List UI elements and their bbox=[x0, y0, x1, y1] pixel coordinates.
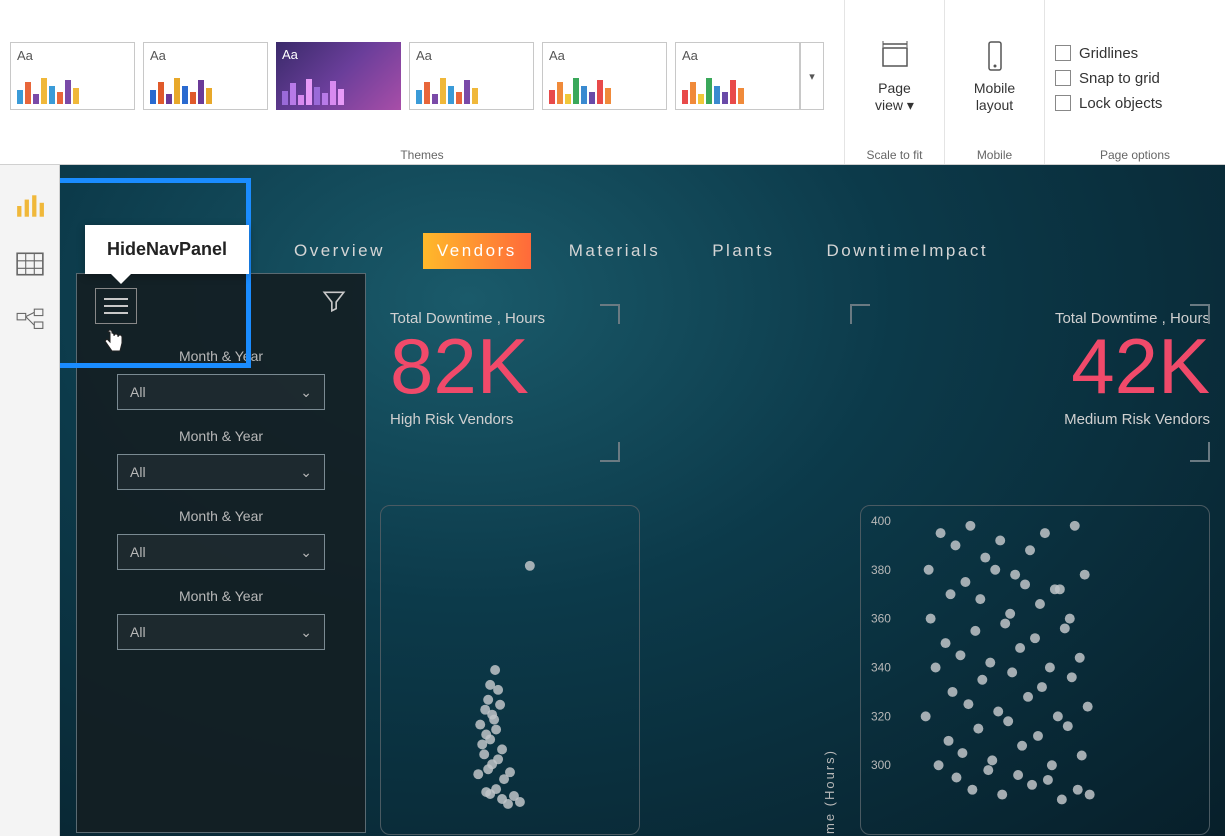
data-view-icon[interactable] bbox=[15, 249, 45, 279]
tab-materials[interactable]: Materials bbox=[555, 233, 674, 269]
theme-thumbnail[interactable]: Aa bbox=[276, 42, 401, 110]
metric-medium-risk: Total Downtime , Hours 42K Medium Risk V… bbox=[870, 310, 1210, 428]
y-axis-label: me (Hours) bbox=[822, 749, 837, 834]
tab-vendors[interactable]: Vendors bbox=[423, 233, 531, 269]
check-snap[interactable]: Snap to grid bbox=[1055, 70, 1162, 87]
scatter-high-risk[interactable] bbox=[380, 505, 640, 835]
model-view-icon[interactable] bbox=[15, 307, 45, 337]
ribbon-group-pageopts: Gridlines Snap to grid Lock objects Page… bbox=[1045, 0, 1225, 164]
filter-label: Month & Year bbox=[117, 348, 325, 364]
ribbon-group-mobile: Mobile layout Mobile bbox=[945, 0, 1045, 164]
filter-block: Month & Year All⌄ bbox=[77, 418, 365, 498]
theme-dropdown-expand[interactable]: ▾ bbox=[800, 42, 824, 110]
filter-block: Month & Year All⌄ bbox=[77, 578, 365, 658]
theme-gallery: AaAaAaAaAaAa bbox=[10, 42, 800, 110]
svg-text:400: 400 bbox=[871, 514, 891, 528]
filter-dropdown[interactable]: All⌄ bbox=[117, 534, 325, 570]
metric-subtitle: High Risk Vendors bbox=[390, 411, 660, 428]
report-view-icon[interactable] bbox=[15, 191, 45, 221]
tab-downtimeimpact[interactable]: DowntimeImpact bbox=[812, 233, 1002, 269]
filter-block: Month & Year All⌄ bbox=[77, 338, 365, 418]
tab-plants[interactable]: Plants bbox=[698, 233, 788, 269]
filter-label: Month & Year bbox=[117, 508, 325, 524]
theme-thumbnail[interactable]: Aa bbox=[10, 42, 135, 110]
svg-text:320: 320 bbox=[871, 709, 891, 723]
metric-subtitle: Medium Risk Vendors bbox=[870, 411, 1210, 428]
metric-value: 82K bbox=[390, 327, 660, 405]
report-tabs: Overview Vendors Materials Plants DowntimeIm… bbox=[280, 233, 1002, 269]
ribbon-label-scale: Scale to fit bbox=[855, 144, 934, 162]
theme-thumbnail[interactable]: Aa bbox=[675, 42, 800, 110]
svg-text:360: 360 bbox=[871, 612, 891, 626]
page-view-label: Page view bbox=[875, 80, 911, 113]
ribbon: AaAaAaAaAaAa ▾ Themes Page view ▾ Scale … bbox=[0, 0, 1225, 165]
theme-thumbnail[interactable]: Aa bbox=[542, 42, 667, 110]
filter-label: Month & Year bbox=[117, 428, 325, 444]
page-view-button[interactable]: Page view ▾ bbox=[855, 34, 934, 118]
scatter-medium-risk[interactable]: 300320340360380400 me (Hours) bbox=[860, 505, 1210, 835]
filter-block: Month & Year All⌄ bbox=[77, 498, 365, 578]
metric-value: 42K bbox=[870, 327, 1210, 405]
metric-high-risk: Total Downtime , Hours 82K High Risk Ven… bbox=[390, 310, 660, 428]
mobile-layout-label: Mobile layout bbox=[963, 80, 1026, 114]
hamburger-icon[interactable] bbox=[95, 288, 137, 324]
ribbon-group-scale: Page view ▾ Scale to fit bbox=[845, 0, 945, 164]
mobile-layout-button[interactable]: Mobile layout bbox=[955, 34, 1034, 118]
ribbon-group-themes: AaAaAaAaAaAa ▾ Themes bbox=[0, 0, 845, 164]
tooltip-hidenavpanel: HideNavPanel bbox=[85, 225, 249, 274]
svg-text:340: 340 bbox=[871, 660, 891, 674]
filter-dropdown[interactable]: All⌄ bbox=[117, 454, 325, 490]
workspace: Overview Vendors Materials Plants DowntimeIm… bbox=[0, 165, 1225, 836]
filter-label: Month & Year bbox=[117, 588, 325, 604]
report-canvas: Overview Vendors Materials Plants DowntimeIm… bbox=[60, 165, 1225, 836]
nav-panel: Month & YearAll⌄Month & YearAll⌄Month & … bbox=[76, 273, 366, 833]
ribbon-label-themes: Themes bbox=[10, 144, 834, 162]
theme-thumbnail[interactable]: Aa bbox=[143, 42, 268, 110]
svg-text:300: 300 bbox=[871, 758, 891, 772]
check-lock[interactable]: Lock objects bbox=[1055, 95, 1162, 112]
check-gridlines[interactable]: Gridlines bbox=[1055, 45, 1162, 62]
ribbon-label-mobile: Mobile bbox=[955, 144, 1034, 162]
theme-thumbnail[interactable]: Aa bbox=[409, 42, 534, 110]
tab-overview[interactable]: Overview bbox=[280, 233, 399, 269]
svg-text:380: 380 bbox=[871, 563, 891, 577]
filter-dropdown[interactable]: All⌄ bbox=[117, 614, 325, 650]
ribbon-label-pageopts: Page options bbox=[1055, 144, 1215, 162]
filter-icon[interactable] bbox=[321, 288, 347, 314]
filter-dropdown[interactable]: All⌄ bbox=[117, 374, 325, 410]
view-rail bbox=[0, 165, 60, 836]
